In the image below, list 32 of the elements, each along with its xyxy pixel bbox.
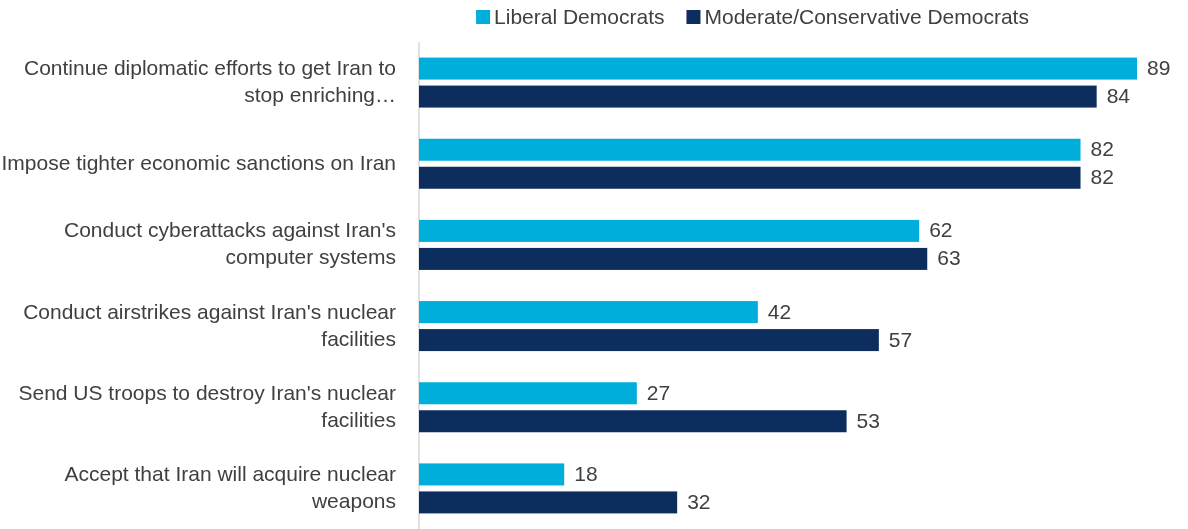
bar — [419, 138, 1081, 161]
bar — [419, 247, 928, 270]
bar — [419, 57, 1137, 80]
data-label: 82 — [1090, 137, 1114, 161]
bar — [419, 491, 678, 514]
bar — [419, 463, 565, 486]
bar — [419, 219, 920, 242]
data-label: 84 — [1106, 84, 1131, 108]
y-tick-label: Conduct cyberattacks against Iran's computer systems — [63, 217, 396, 268]
bar — [419, 329, 879, 352]
data-label: 82 — [1090, 165, 1114, 189]
data-label: 27 — [646, 380, 671, 404]
y-tick-label: Impose tighter economic sanctions on Iran — [1, 150, 396, 174]
data-label: 57 — [888, 327, 913, 351]
data-label: 53 — [856, 408, 880, 432]
data-label: 89 — [1147, 56, 1171, 80]
bar — [419, 410, 847, 433]
y-tick-label: Continue diplomatic efforts to get Iran to stop enriching… — [24, 55, 396, 106]
data-label: 18 — [574, 461, 598, 485]
data-label: 42 — [767, 299, 792, 323]
y-tick-label: Send US troops to destroy Iran's nuclear facilities — [18, 380, 396, 431]
data-label: 32 — [687, 489, 711, 513]
y-tick-label: Conduct airstrikes against Iran's nuclear facilities — [23, 299, 396, 350]
y-tick-label: Accept that Iran will acquire nuclear weapons — [64, 461, 397, 512]
bar — [419, 301, 758, 324]
bar — [419, 382, 637, 405]
data-label: 63 — [937, 246, 961, 270]
bar — [419, 85, 1097, 108]
bar — [419, 166, 1081, 189]
data-label: 62 — [929, 218, 953, 242]
legend-label: Moderate/Conservative Democrats — [704, 4, 1029, 28]
legend-label: Liberal Democrats — [494, 4, 665, 28]
